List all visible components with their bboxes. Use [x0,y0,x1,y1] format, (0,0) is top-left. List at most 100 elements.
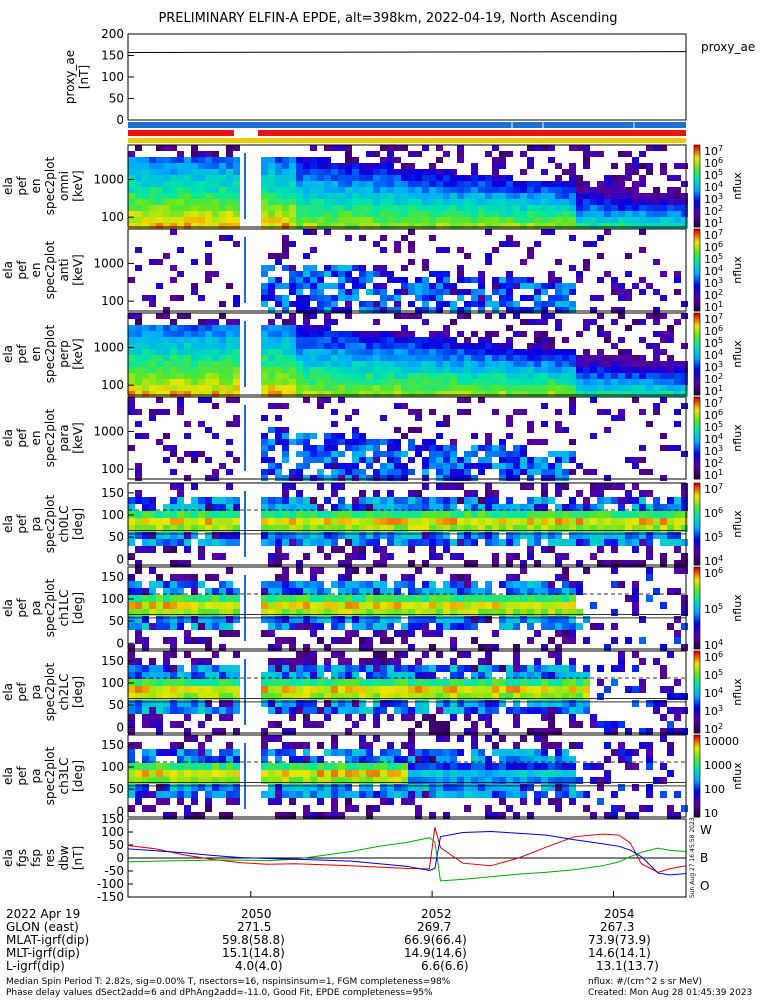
spectrogram-cell [429,307,436,313]
spectrogram-cell [597,798,604,805]
spectrogram-cell [268,343,275,349]
spectrogram-cell [541,497,548,504]
spectrogram-cell [674,560,681,567]
spectrogram-cell [520,181,527,187]
spectrogram-cell [226,483,233,490]
spectrogram-cell [142,693,149,700]
spectrogram-cell [471,588,478,595]
spectrogram-cell [233,361,240,367]
spectrogram-cell [548,525,555,532]
spectrogram-cell [275,637,282,644]
spectrogram-cell [275,325,282,331]
spectrogram-cell [128,385,135,391]
spectrogram-cell [135,193,142,199]
spectrogram-cell [674,679,681,686]
spectrogram-cell [394,439,401,445]
spectrogram-cell [590,777,597,784]
spectrogram-cell [345,714,352,721]
spectrogram-cell [205,361,212,367]
spectrogram-cell [394,777,401,784]
spectrogram-cell [499,770,506,777]
spectrogram-cell [198,553,205,560]
spectrogram-cell [625,373,632,379]
spectrogram-cell [464,451,471,457]
spectrogram-cell [506,686,513,693]
spectrogram-cell [604,812,611,819]
spectrogram-cell [590,151,597,157]
spectrogram-cell [597,546,604,553]
spectrogram-cell [569,686,576,693]
spectrogram-cell [569,714,576,721]
spectrogram-cell [366,511,373,518]
spectrogram-cell [359,707,366,714]
spectrogram-cell [373,361,380,367]
spectrogram-cell [128,644,135,651]
spectrogram-cell [527,602,534,609]
spectrogram-cell [415,349,422,355]
spectrogram-cell [205,157,212,163]
spectrogram-cell [660,361,667,367]
spectrogram-cell [660,511,667,518]
spectrogram-cell [142,361,149,367]
spectrogram-cell [338,532,345,539]
spectrogram-cell [310,295,317,301]
spectrogram-cell [618,193,625,199]
spectrogram-cell [464,805,471,812]
spectrogram-cell [170,325,177,331]
spectrogram-cell [135,319,142,325]
spectrogram-cell [562,770,569,777]
spectrogram-cell [408,574,415,581]
spectrogram-cell [555,679,562,686]
spectrogram-cell [576,175,583,181]
spectrogram-cell [170,560,177,567]
spectrogram-cell [198,581,205,588]
spectrogram-cell [366,672,373,679]
spectrogram-cell [324,700,331,707]
spectrogram-cell [198,199,205,205]
spectrogram-cell [233,609,240,616]
spectrogram-cell [534,658,541,665]
spectrogram-cell [338,693,345,700]
spectrogram-cell [170,616,177,623]
spectrogram-cell [219,616,226,623]
spectrogram-cell [205,679,212,686]
spectrogram-cell [408,623,415,630]
spectrogram-cell [352,355,359,361]
spectrogram-cell [660,728,667,735]
spectrogram-cell [380,211,387,217]
spectrogram-cell [352,791,359,798]
spectrogram-cell [443,602,450,609]
spectrogram-cell [275,553,282,560]
spectrogram-cell [184,812,191,819]
spectrogram-cell [408,735,415,742]
spectrogram-cell [352,373,359,379]
spectrogram-cell [317,331,324,337]
spectrogram-cell [555,199,562,205]
spectrogram-cell [653,361,660,367]
spectrogram-cell [674,193,681,199]
spectrogram-cell [345,337,352,343]
spectrogram-cell [611,518,618,525]
spectrogram-cell [660,539,667,546]
spectrogram-cell [296,532,303,539]
spectrogram-cell [590,553,597,560]
spectrogram-cell [156,728,163,735]
spectrogram-cell [562,361,569,367]
spectrogram-cell [492,289,499,295]
spectrogram-cell [373,518,380,525]
spectrogram-cell [303,644,310,651]
spectrogram-cell [527,427,534,433]
y-label-line: [nT] [77,65,91,89]
spectrogram-cell [422,277,429,283]
spectrogram-cell [233,679,240,686]
spectrogram-cell [429,791,436,798]
spectrogram-cell [387,700,394,707]
spectrogram-cell [177,355,184,361]
spectrogram-cell [590,319,597,325]
spectrogram-cell [415,175,422,181]
spectrogram-cell [618,355,625,361]
spectrogram-cell [156,539,163,546]
spectrogram-cell [429,665,436,672]
spectrogram-cell [597,211,604,217]
spectrogram-cell [450,700,457,707]
